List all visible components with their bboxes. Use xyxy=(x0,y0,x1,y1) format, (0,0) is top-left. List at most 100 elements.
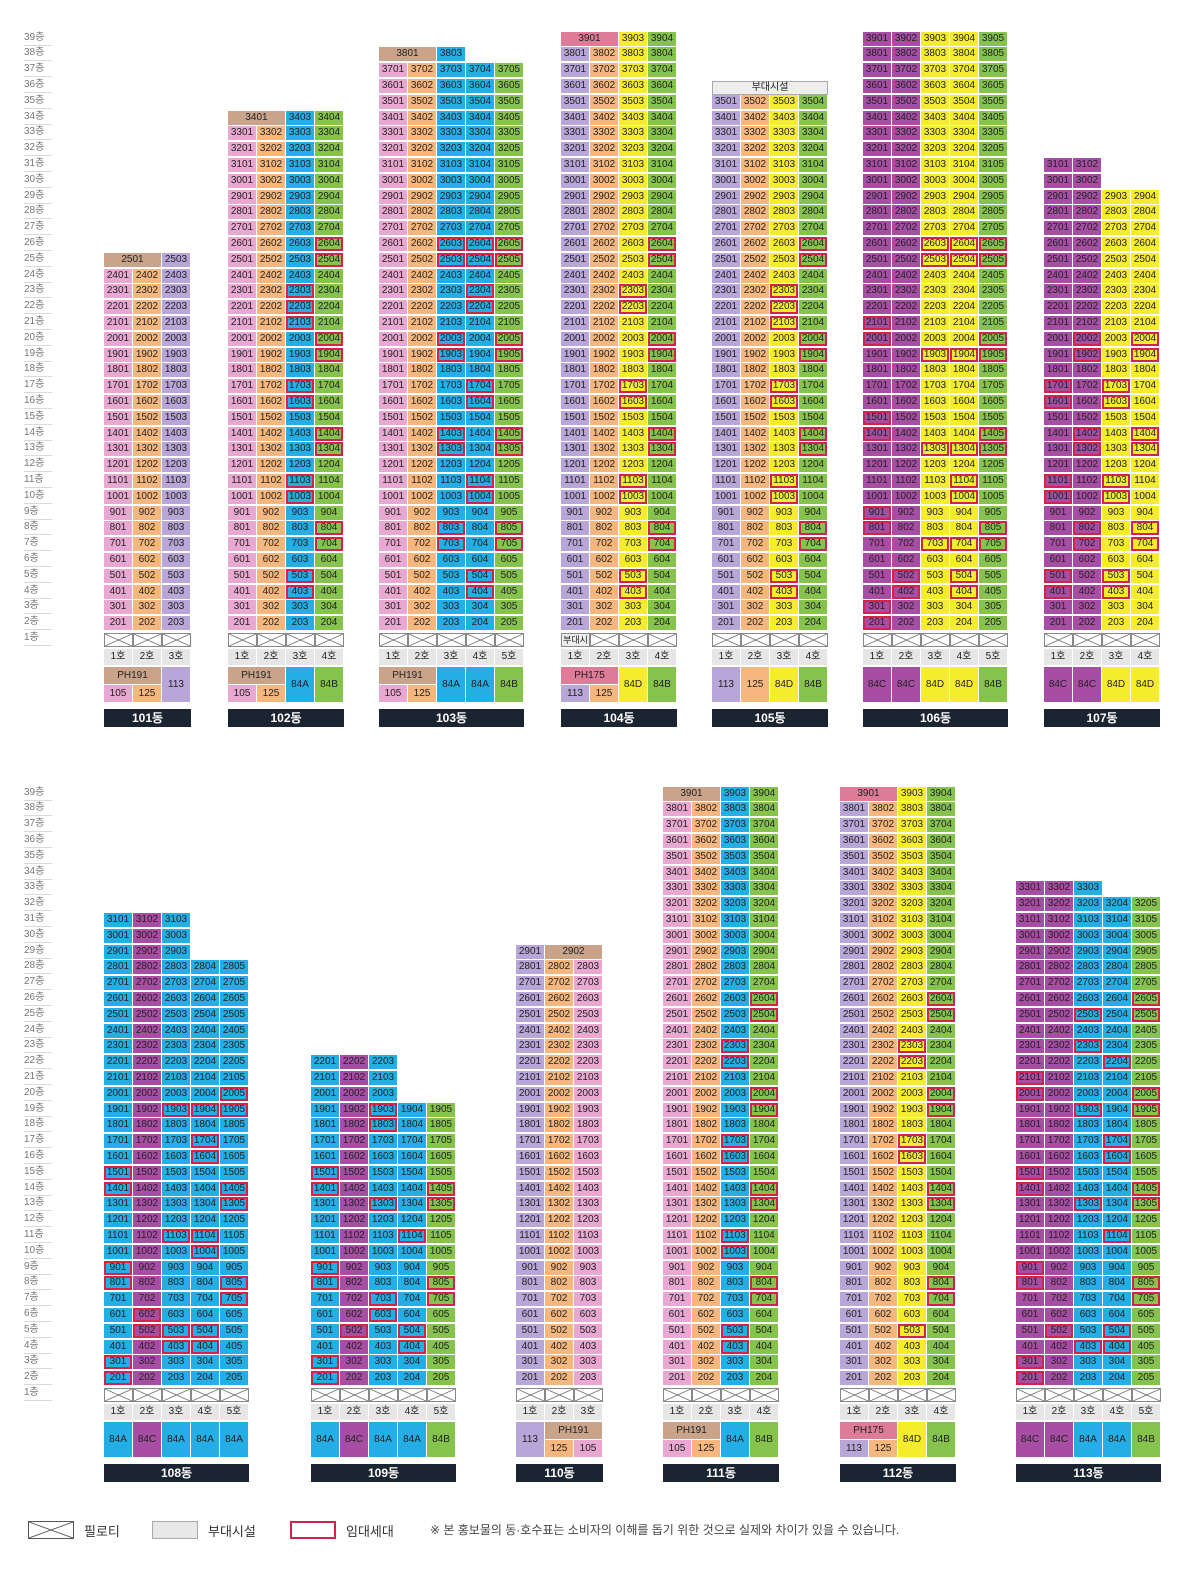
unit-2603[interactable]: 2603 xyxy=(1074,992,1103,1007)
unit-904[interactable]: 904 xyxy=(1131,505,1160,521)
unit-1702[interactable]: 1702 xyxy=(133,379,162,395)
unit-204[interactable]: 204 xyxy=(398,1371,427,1387)
rental-unit-1905[interactable]: 1905 xyxy=(220,1102,249,1118)
unit-2402[interactable]: 2402 xyxy=(545,1023,574,1039)
unit-601[interactable]: 601 xyxy=(311,1308,340,1323)
unit-1502[interactable]: 1502 xyxy=(692,1165,721,1181)
unit-2704[interactable]: 2704 xyxy=(927,976,956,992)
unit-504[interactable]: 504 xyxy=(648,568,677,584)
unit-3501[interactable]: 3501 xyxy=(561,94,590,110)
unit-3002[interactable]: 3002 xyxy=(1073,173,1102,189)
unit-2204[interactable]: 2204 xyxy=(750,1055,779,1071)
unit-404[interactable]: 404 xyxy=(315,584,344,600)
unit-501[interactable]: 501 xyxy=(863,568,892,584)
unit-2902[interactable]: 2902 xyxy=(408,189,437,205)
rental-unit-2203[interactable]: 2203 xyxy=(770,300,799,316)
unit-1003[interactable]: 1003 xyxy=(369,1244,398,1260)
unit-3803[interactable]: 3803 xyxy=(721,802,750,818)
unit-1001[interactable]: 1001 xyxy=(840,1244,869,1260)
unit-3704[interactable]: 3704 xyxy=(648,63,677,79)
unit-1401[interactable]: 1401 xyxy=(712,426,741,442)
unit-602[interactable]: 602 xyxy=(692,1308,721,1323)
unit-901[interactable]: 901 xyxy=(228,505,257,521)
unit-2003[interactable]: 2003 xyxy=(619,331,648,347)
unit-2504[interactable]: 2504 xyxy=(1131,252,1160,268)
unit-802[interactable]: 802 xyxy=(257,521,286,537)
unit-2002[interactable]: 2002 xyxy=(1045,1086,1074,1102)
unit-3101[interactable]: 3101 xyxy=(1044,158,1073,173)
unit-1001[interactable]: 1001 xyxy=(663,1244,692,1260)
rental-unit-1303[interactable]: 1303 xyxy=(921,442,950,458)
unit-2202[interactable]: 2202 xyxy=(692,1055,721,1071)
unit-902[interactable]: 902 xyxy=(590,505,619,521)
unit-604[interactable]: 604 xyxy=(927,1308,956,1323)
rental-unit-2005[interactable]: 2005 xyxy=(979,331,1008,347)
unit-1604[interactable]: 1604 xyxy=(927,1150,956,1165)
unit-702[interactable]: 702 xyxy=(590,537,619,553)
unit-2301[interactable]: 2301 xyxy=(840,1039,869,1055)
unit-2002[interactable]: 2002 xyxy=(257,331,286,347)
unit-3001[interactable]: 3001 xyxy=(1016,928,1045,944)
unit-1202[interactable]: 1202 xyxy=(133,1213,162,1229)
unit-1603[interactable]: 1603 xyxy=(1074,1150,1103,1165)
rental-unit-801[interactable]: 801 xyxy=(1016,1276,1045,1292)
unit-2505[interactable]: 2505 xyxy=(220,1007,249,1023)
unit-1502[interactable]: 1502 xyxy=(590,410,619,426)
unit-2402[interactable]: 2402 xyxy=(590,268,619,284)
unit-1205[interactable]: 1205 xyxy=(495,458,524,474)
unit-3205[interactable]: 3205 xyxy=(495,142,524,158)
unit-1902[interactable]: 1902 xyxy=(892,347,921,363)
unit-2804[interactable]: 2804 xyxy=(315,205,344,221)
unit-2202[interactable]: 2202 xyxy=(133,1055,162,1071)
unit-1505[interactable]: 1505 xyxy=(427,1165,456,1181)
unit-2601[interactable]: 2601 xyxy=(228,237,257,252)
unit-203[interactable]: 203 xyxy=(770,616,799,632)
unit-802[interactable]: 802 xyxy=(133,1276,162,1292)
unit-2403[interactable]: 2403 xyxy=(921,268,950,284)
unit-2302[interactable]: 2302 xyxy=(741,284,770,300)
unit-1801[interactable]: 1801 xyxy=(104,363,133,379)
unit-3901[interactable]: 3901 xyxy=(561,31,619,47)
unit-2805[interactable]: 2805 xyxy=(220,960,249,976)
unit-2001[interactable]: 2001 xyxy=(311,1086,340,1102)
unit-1902[interactable]: 1902 xyxy=(133,347,162,363)
unit-1602[interactable]: 1602 xyxy=(257,395,286,410)
unit-1302[interactable]: 1302 xyxy=(1045,1197,1074,1213)
unit-2503[interactable]: 2503 xyxy=(1102,252,1131,268)
unit-204[interactable]: 204 xyxy=(315,616,344,632)
unit-904[interactable]: 904 xyxy=(1103,1260,1132,1276)
unit-2502[interactable]: 2502 xyxy=(545,1007,574,1023)
unit-1203[interactable]: 1203 xyxy=(162,1213,191,1229)
unit-2804[interactable]: 2804 xyxy=(1103,960,1132,976)
rental-unit-504[interactable]: 504 xyxy=(398,1323,427,1339)
unit-2401[interactable]: 2401 xyxy=(1044,268,1073,284)
unit-302[interactable]: 302 xyxy=(545,1355,574,1371)
unit-205[interactable]: 205 xyxy=(495,616,524,632)
unit-1301[interactable]: 1301 xyxy=(228,442,257,458)
unit-904[interactable]: 904 xyxy=(799,505,828,521)
unit-505[interactable]: 505 xyxy=(220,1323,249,1339)
unit-3202[interactable]: 3202 xyxy=(892,142,921,158)
unit-3204[interactable]: 3204 xyxy=(750,897,779,913)
unit-305[interactable]: 305 xyxy=(220,1355,249,1371)
rental-unit-705[interactable]: 705 xyxy=(1132,1292,1161,1308)
unit-2304[interactable]: 2304 xyxy=(1103,1039,1132,1055)
unit-1904[interactable]: 1904 xyxy=(1103,1102,1132,1118)
unit-2401[interactable]: 2401 xyxy=(516,1023,545,1039)
unit-1703[interactable]: 1703 xyxy=(574,1134,603,1150)
unit-2202[interactable]: 2202 xyxy=(545,1055,574,1071)
unit-1503[interactable]: 1503 xyxy=(721,1165,750,1181)
unit-902[interactable]: 902 xyxy=(869,1260,898,1276)
unit-402[interactable]: 402 xyxy=(1045,1339,1074,1355)
unit-3902[interactable]: 3902 xyxy=(892,31,921,47)
unit-701[interactable]: 701 xyxy=(1044,537,1073,553)
unit-3302[interactable]: 3302 xyxy=(692,881,721,897)
unit-1503[interactable]: 1503 xyxy=(898,1165,927,1181)
unit-503[interactable]: 503 xyxy=(162,568,191,584)
unit-2404[interactable]: 2404 xyxy=(648,268,677,284)
unit-903[interactable]: 903 xyxy=(1074,1260,1103,1276)
unit-1903[interactable]: 1903 xyxy=(721,1102,750,1118)
unit-3302[interactable]: 3302 xyxy=(1045,881,1074,897)
unit-3703[interactable]: 3703 xyxy=(619,63,648,79)
rental-unit-2101[interactable]: 2101 xyxy=(1016,1071,1045,1086)
